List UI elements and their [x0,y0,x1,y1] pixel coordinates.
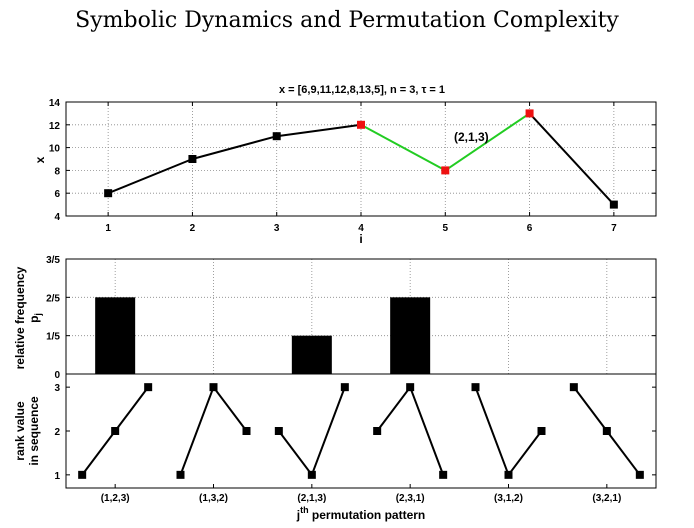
pattern-point [242,427,251,435]
pattern-xlabel-rest: permutation pattern [309,508,426,522]
frequency-ticks: 0 1/5 2/5 3/5 [46,255,656,381]
time-series-ytick-label: 12 [49,121,61,132]
frequency-grid [66,258,656,375]
time-series-ylabel: x [33,156,47,163]
pattern-point [209,383,218,392]
pattern-ylabel-line1: rank value [13,401,27,461]
time-series-ytick-label: 14 [49,98,61,109]
frequency-ylabel-sub: j [33,313,43,317]
time-series-pattern-label: (2,1,3) [454,130,489,144]
pattern-ytick-label: 3 [54,383,60,394]
pattern-xlabel: jth permutation pattern [296,505,426,522]
frequency-ylabel-line1: relative frequency [13,266,27,369]
time-series-highlight-segment [444,112,531,172]
pattern-ticks: 1 2 3 (1,2,3) (1,3,2) (2,1,3) (2,3,1) (3,1,2) (3… [54,383,656,504]
pattern-line [376,385,445,476]
pattern-point [504,470,513,479]
frequency-ytick-label: 1/5 [46,332,60,343]
pattern-point [78,470,87,479]
frequency-bar [95,297,136,374]
pattern-point [406,383,415,392]
time-series-xtick-label: 7 [611,223,617,234]
pattern-line [179,385,248,476]
frequency-ytick-label: 2/5 [46,293,60,304]
pattern-point [274,427,283,435]
pattern-panel: 1 2 3 (1,2,3) (1,3,2) (2,1,3) (2,3,1) (3,1,2) (3… [13,383,656,522]
time-series-point [272,132,281,141]
pattern-xtick-label: (3,1,2) [494,493,523,504]
page-title: Symbolic Dynamics and Permutation Comple… [75,8,619,33]
time-series-ytick-label: 6 [54,189,60,200]
pattern-xlabel-main: j [296,508,300,522]
time-series-highlight-point [525,109,534,118]
pattern-point [144,383,153,392]
time-series-xtick-label: 3 [274,223,280,234]
time-series-highlight-point [441,166,450,175]
time-series-xtick-label: 6 [527,223,533,234]
time-series-xtick-label: 2 [190,223,196,234]
frequency-ytick-label: 0 [54,370,60,381]
time-series-grid [66,101,656,217]
time-series-segment [276,123,362,138]
time-series-ytick-label: 8 [54,166,60,177]
pattern-ytick-label: 1 [54,471,60,482]
time-series-point [188,155,197,163]
frequency-panel: 0 1/5 2/5 3/5 relative frequency pj [13,255,656,381]
pattern-xtick-label: (1,2,3) [101,493,130,504]
time-series-highlight-point [357,120,365,129]
pattern-point [635,470,644,479]
time-series-highlight-segment [360,123,446,172]
pattern-point [537,427,546,435]
frequency-ytick-label: 3/5 [46,255,60,266]
time-series-segment [107,158,193,195]
pattern-line [474,386,543,477]
frequency-ylabel-line2: p [27,316,41,323]
pattern-point [176,470,185,479]
time-series-title: x = [6,9,11,12,8,13,5], n = 3, τ = 1 [279,84,445,96]
time-series-xlabel: i [359,232,362,246]
pattern-ylabel-line2: in sequence [27,396,41,466]
pattern-point [340,383,349,392]
pattern-lines [81,385,641,477]
time-series-xtick-label: 4 [358,223,364,234]
frequency-bars [95,297,431,374]
pattern-point [602,427,611,435]
time-series-segment [192,135,277,160]
frequency-bar [291,335,332,374]
time-series-lines [107,112,615,206]
pattern-xtick-label: (2,1,3) [297,493,326,504]
pattern-point [569,383,578,392]
pattern-xtick-label: (1,3,2) [199,493,228,504]
time-series-point [609,200,618,209]
time-series-ytick-label: 4 [54,212,60,223]
frequency-ylabel-p: pj [27,313,43,323]
pattern-point [111,427,120,435]
pattern-point [439,470,448,479]
time-series-xtick-label: 5 [443,223,449,234]
time-series-markers [104,109,618,209]
pattern-point [373,427,382,435]
pattern-xlabel-sup: th [300,505,309,515]
pattern-markers [78,383,644,479]
time-series-xtick-label: 1 [105,223,111,234]
pattern-point [471,383,480,392]
frequency-bar [390,297,431,374]
pattern-line [278,386,346,477]
time-series-point [104,189,113,198]
frequency-ylabel: relative frequency [13,266,27,369]
pattern-point [307,470,316,479]
pattern-xtick-label: (3,2,1) [592,493,621,504]
pattern-ytick-label: 2 [54,427,60,438]
time-series-segment [528,112,615,206]
time-series-ytick-label: 10 [49,144,61,155]
pattern-xtick-label: (2,3,1) [396,493,425,504]
